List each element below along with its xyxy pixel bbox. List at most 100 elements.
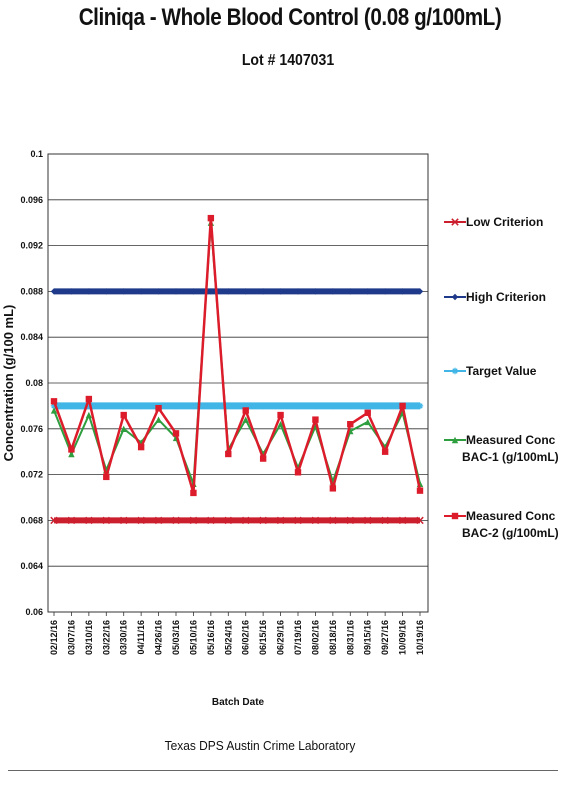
data-point-2-3	[103, 402, 110, 410]
y-tick-label: 0.064	[20, 561, 43, 571]
data-point-2-10	[225, 402, 232, 410]
data-point-1-11	[242, 288, 249, 295]
legend-marker-1	[451, 293, 459, 301]
data-point-2-13	[277, 402, 284, 410]
data-point-3-2	[85, 411, 93, 419]
data-point-4-7	[172, 430, 180, 437]
legend: Low Criterion High Criterion Target Value M…	[444, 215, 559, 540]
legend-entry-2: Target Value	[444, 364, 537, 378]
data-point-1-6	[155, 288, 162, 295]
series-2	[50, 402, 424, 410]
data-point-2-21	[416, 402, 424, 410]
data-point-4-2	[85, 395, 93, 403]
data-point-1-0	[50, 288, 58, 295]
data-point-4-8	[190, 489, 197, 497]
data-point-3-13	[277, 421, 284, 428]
data-point-4-14	[294, 469, 302, 476]
legend-entry-3: Measured Conc BAC-1 (g/100mL)	[444, 433, 559, 464]
x-tick-label: 10/09/16	[398, 620, 408, 655]
legend-label: Measured Conc BAC-1 (g/100mL)	[462, 433, 559, 464]
legend-entry-1: High Criterion	[444, 290, 546, 304]
data-point-0-17	[346, 516, 355, 525]
x-tick-label: 10/19/16	[415, 620, 425, 655]
data-point-1-17	[347, 288, 354, 295]
series-3	[50, 219, 424, 487]
data-point-1-10	[225, 288, 232, 295]
data-point-0-13	[276, 516, 285, 525]
data-point-2-5	[137, 402, 145, 410]
x-tick-label: 03/22/16	[101, 620, 111, 655]
x-tick-label: 03/30/16	[119, 620, 129, 655]
data-point-2-1	[68, 402, 75, 410]
data-point-3-6	[155, 416, 162, 423]
data-point-0-1	[67, 516, 76, 525]
data-point-1-19	[381, 288, 389, 295]
x-tick-label: 09/15/16	[363, 620, 373, 655]
data-point-0-18	[363, 516, 372, 525]
data-point-4-0	[50, 398, 58, 405]
data-point-2-17	[347, 402, 354, 410]
y-tick-label: 0.06	[25, 607, 43, 617]
data-point-3-11	[242, 416, 249, 423]
legend-label: Low Criterion	[466, 215, 543, 229]
legend-label: Target Value	[466, 364, 537, 378]
data-point-0-15	[311, 516, 320, 525]
x-tick-label: 04/26/16	[154, 620, 164, 655]
data-point-1-5	[137, 288, 145, 295]
y-axis-label: Concentration (g/100 mL)	[1, 305, 16, 462]
data-point-4-21	[416, 487, 424, 494]
chart-title: Cliniqa - Whole Blood Control (0.08 g/10…	[78, 4, 502, 31]
legend-marker-2	[451, 367, 459, 375]
data-point-2-15	[312, 402, 319, 410]
data-point-1-2	[85, 288, 93, 295]
gridlines	[48, 153, 428, 613]
x-tick-label: 08/18/16	[328, 620, 338, 655]
data-point-4-10	[225, 450, 232, 458]
data-point-2-0	[50, 402, 58, 410]
data-point-2-2	[85, 402, 93, 410]
data-point-1-21	[416, 288, 424, 295]
data-point-1-9	[207, 288, 215, 295]
data-point-4-3	[103, 473, 110, 481]
data-point-3-4	[120, 425, 127, 432]
x-tick-label: 05/03/16	[171, 620, 181, 655]
data-point-1-12	[259, 288, 267, 295]
data-point-2-4	[120, 402, 127, 410]
data-point-1-13	[277, 288, 284, 295]
x-tick-label: 04/11/16	[136, 620, 146, 655]
data-point-1-14	[294, 288, 302, 295]
series-0	[50, 516, 424, 525]
y-tick-label: 0.1	[30, 149, 43, 159]
data-point-2-11	[242, 402, 249, 410]
x-tick-label: 06/15/16	[258, 620, 268, 655]
data-point-0-10	[224, 516, 233, 525]
y-tick-label: 0.072	[20, 470, 43, 480]
data-point-0-16	[329, 516, 337, 525]
data-point-4-4	[120, 411, 127, 419]
data-point-4-11	[242, 407, 249, 414]
data-point-1-20	[399, 288, 406, 295]
data-point-0-0	[50, 516, 58, 525]
series-line-3	[53, 221, 421, 485]
data-point-3-1	[68, 450, 75, 458]
data-point-0-7	[172, 516, 180, 525]
x-tick-label: 09/27/16	[380, 620, 390, 655]
series-line-4	[52, 216, 422, 495]
data-point-4-20	[399, 402, 406, 410]
data-point-1-18	[364, 288, 371, 295]
data-point-0-5	[137, 516, 145, 525]
data-point-1-4	[120, 288, 127, 295]
data-point-1-1	[68, 288, 75, 295]
data-point-2-19	[381, 402, 389, 410]
data-point-4-19	[381, 448, 389, 455]
y-tick-label: 0.076	[20, 424, 43, 434]
data-point-0-9	[207, 516, 215, 525]
series-4	[50, 214, 424, 497]
data-point-4-5	[137, 443, 145, 451]
x-tick-label: 05/10/16	[188, 620, 198, 655]
x-tick-label: 05/24/16	[223, 620, 233, 655]
x-tick-label: 06/02/16	[241, 620, 251, 655]
x-tick-label: 08/31/16	[345, 620, 355, 655]
data-point-2-12	[259, 402, 267, 410]
